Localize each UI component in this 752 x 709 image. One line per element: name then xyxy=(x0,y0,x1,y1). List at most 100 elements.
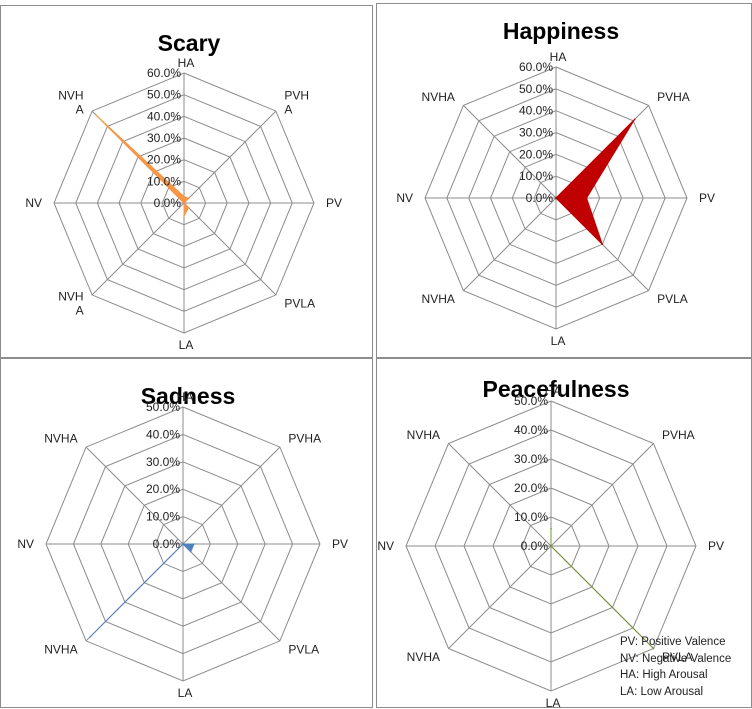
axis-label: HA xyxy=(550,50,567,64)
chart-title: Peacefulness xyxy=(482,376,629,402)
radar-chart-happiness: Happiness 0.0% 10.0% 20.0% 30.0% 40.0% 50.0% 60… xyxy=(396,18,715,348)
data-point xyxy=(550,545,552,547)
data-point xyxy=(585,197,588,199)
panel-scary: Scary 0.0% 10.0% 20.0% 30.0% 40.0% 50.0% 60.0% H… xyxy=(0,5,373,358)
spoke-line xyxy=(463,105,557,199)
tick-label: 10.0% xyxy=(146,510,180,524)
tick-label: 20.0% xyxy=(147,153,181,167)
panel-sadness: Sadness 0.0% 10.0% 20.0% 30.0% 40.0% 50.0% HA PV… xyxy=(0,358,373,708)
tick-label: 30.0% xyxy=(519,126,553,140)
spoke-line xyxy=(183,202,277,296)
axis-label: NVHA xyxy=(407,428,440,442)
note-pv: PV: Positive Valence xyxy=(620,636,726,648)
axis-label: NVHA xyxy=(422,292,455,306)
axis-label: HA xyxy=(177,390,194,404)
data-point xyxy=(183,215,185,217)
panel-peacefulness: Peacefulness 0.0% 10.0% 20.0% 30.0% 40.0% 50.0… xyxy=(376,358,752,709)
tick-label: 0.0% xyxy=(153,537,181,551)
axis-label: NVHA xyxy=(44,432,77,446)
tick-label: 40.0% xyxy=(146,427,180,441)
data-point xyxy=(633,118,636,121)
spoke-line xyxy=(448,545,552,649)
axis-label: NV xyxy=(17,537,34,551)
data-point xyxy=(652,647,655,650)
data-point xyxy=(182,543,184,545)
tick-label: 30.0% xyxy=(514,452,548,466)
tick-label: 20.0% xyxy=(146,482,180,496)
axis-label: PV xyxy=(326,196,342,210)
axis-label: PVLA xyxy=(657,292,688,306)
tick-label: 10.0% xyxy=(147,174,181,188)
note-nv: NV: Negative Valence xyxy=(620,652,732,665)
axis-label: LA xyxy=(179,338,194,352)
tick-label: 10.0% xyxy=(514,510,548,524)
tick-label: 0.0% xyxy=(154,196,182,210)
tick-label: 40.0% xyxy=(514,423,548,437)
axis-label: PVHA xyxy=(657,90,690,104)
axis-label: PVLA xyxy=(284,296,315,310)
axis-label: PV xyxy=(708,539,724,553)
data-point xyxy=(183,202,185,204)
axis-label: LA xyxy=(546,696,561,709)
tick-label: 50.0% xyxy=(519,82,553,96)
axis-label: HA xyxy=(545,384,562,398)
data-point xyxy=(193,543,195,545)
series-area-sadness xyxy=(89,543,195,638)
spoke-line xyxy=(550,443,654,547)
spoke-line xyxy=(91,202,185,296)
spoke-line xyxy=(182,543,281,642)
tick-label: 30.0% xyxy=(147,131,181,145)
series-area-scary xyxy=(96,115,190,217)
axis-label: NV xyxy=(396,191,413,205)
axis-label: NV xyxy=(377,539,394,553)
tick-label: 60.0% xyxy=(147,66,181,80)
tick-label: 40.0% xyxy=(147,109,181,123)
axis-label: NVHA xyxy=(422,90,455,104)
tick-label: 50.0% xyxy=(514,394,548,408)
chart-title: Sadness xyxy=(141,383,236,409)
axis-label: LA xyxy=(551,334,566,348)
panel-happiness: Happiness 0.0% 10.0% 20.0% 30.0% 40.0% 50.0% 60… xyxy=(376,3,752,358)
axis-label: NV xyxy=(25,196,42,210)
data-point xyxy=(95,114,98,117)
data-point xyxy=(183,195,185,198)
spoke-line xyxy=(85,446,184,545)
axis-label: LA xyxy=(178,686,193,700)
tick-label: 30.0% xyxy=(146,455,180,469)
axis-label: PV xyxy=(699,191,715,205)
data-point xyxy=(555,197,557,199)
note-la: LA: Low Arousal xyxy=(620,685,704,698)
data-point xyxy=(550,527,552,530)
radar-chart-peacefulness: Peacefulness 0.0% 10.0% 20.0% 30.0% 40.0% 50.0… xyxy=(377,376,724,709)
data-point xyxy=(187,197,190,200)
data-point xyxy=(601,243,604,246)
axis-label: PV xyxy=(332,537,348,551)
abbreviation-notes: PV: Positive Valence NV: Negative Valenc… xyxy=(620,634,731,700)
axis-label: PVLA xyxy=(288,642,319,656)
axis-label: NVHA xyxy=(44,642,77,656)
spoke-line xyxy=(463,197,557,291)
data-point xyxy=(189,550,192,553)
axis-label: PVLA xyxy=(662,650,693,664)
axis-label: NVHA xyxy=(407,650,440,664)
note-ha: HA: High Arousal xyxy=(620,669,708,681)
spoke-line xyxy=(448,443,552,547)
tick-label: 20.0% xyxy=(519,147,553,161)
tick-label: 10.0% xyxy=(519,169,553,183)
tick-label: 20.0% xyxy=(514,481,548,495)
spoke-line xyxy=(183,110,277,204)
axis-label: PVHA xyxy=(662,428,695,442)
data-point xyxy=(89,636,91,638)
axis-label: PVHA xyxy=(288,432,321,446)
tick-label: 60.0% xyxy=(519,60,553,74)
chart-title: Happiness xyxy=(503,18,619,44)
series-area-happiness xyxy=(555,118,636,245)
tick-label: 50.0% xyxy=(147,88,181,102)
tick-label: 50.0% xyxy=(146,400,180,414)
radar-chart-scary: Scary 0.0% 10.0% 20.0% 30.0% 40.0% 50.0% 60.0%H… xyxy=(25,30,342,352)
data-point xyxy=(187,206,190,209)
spoke-line xyxy=(182,446,281,545)
axis-label: HA xyxy=(178,56,195,70)
